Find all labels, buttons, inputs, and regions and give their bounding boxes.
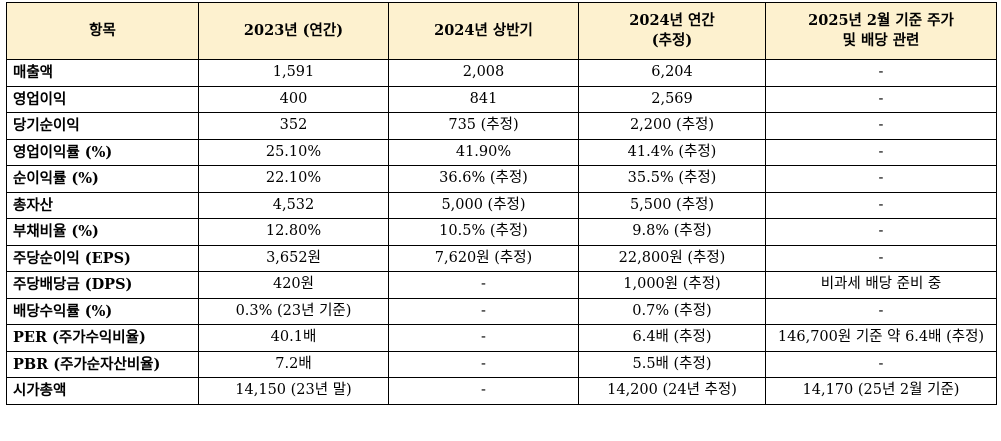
table-cell: 0.3% (23년 기준) bbox=[198, 297, 389, 325]
row-label: 당기순이익 bbox=[6, 112, 199, 140]
table-row: 영업이익 400 841 2,569- bbox=[6, 85, 997, 113]
table-row: 당기순이익 352 735 (추정) 2,200 (추정) - bbox=[6, 112, 997, 140]
table-cell: 1,000원 (추정) bbox=[578, 271, 766, 299]
table-cell: - bbox=[388, 377, 579, 405]
table-cell: - bbox=[388, 350, 579, 378]
table-cell: - bbox=[388, 271, 579, 299]
table-cell: 6,204 bbox=[578, 59, 766, 87]
table-cell: 25.10% bbox=[198, 138, 389, 166]
table-cell: - bbox=[388, 297, 579, 325]
table-cell: - bbox=[765, 138, 997, 166]
row-label: 영업이익률 (%) bbox=[6, 138, 199, 166]
table-cell: 14,170 (25년 2월 기준) bbox=[765, 377, 997, 405]
table-cell: - bbox=[765, 297, 997, 325]
table-cell: 40.1배 bbox=[198, 324, 389, 352]
table-row: 순이익률 (%) 22.10% 36.6% (추정) 35.5% (추정) - bbox=[6, 165, 997, 193]
table-cell: - bbox=[765, 112, 997, 140]
table-cell: 41.90% bbox=[388, 138, 579, 166]
table-cell: 5.5배 (추정) bbox=[578, 350, 766, 378]
table-cell: 9.8% (추정) bbox=[578, 218, 766, 246]
table-cell: - bbox=[765, 59, 997, 87]
table-cell: 2,569 bbox=[578, 85, 766, 113]
row-label: 부채비율 (%) bbox=[6, 218, 199, 246]
table-cell: 5,500 (추정) bbox=[578, 191, 766, 219]
table-header: 항목 2023년 (연간) 2024년 상반기 2024년 연간 (추정) 202… bbox=[6, 2, 997, 60]
table-cell: 비과세 배당 준비 중 bbox=[765, 271, 997, 299]
table-cell: 352 bbox=[198, 112, 389, 140]
table-row: 부채비율 (%) 12.80% 10.5% (추정) 9.8% (추정) - bbox=[6, 218, 997, 246]
table-cell: 7,620원 (추정) bbox=[388, 244, 579, 272]
table-cell: 22,800원 (추정) bbox=[578, 244, 766, 272]
table-row: 주당배당금 (DPS) 420원 -1,000원 (추정) 비과세 배당 준비 중 bbox=[6, 271, 997, 299]
header-row: 항목 2023년 (연간) 2024년 상반기 2024년 연간 (추정) 202… bbox=[6, 2, 997, 60]
header-2023-annual: 2023년 (연간) bbox=[198, 2, 389, 60]
header-item: 항목 bbox=[6, 2, 199, 60]
row-label: 순이익률 (%) bbox=[6, 165, 199, 193]
table-cell: - bbox=[765, 350, 997, 378]
table-body: 매출액 1,591 2,008 6,204- 영업이익 400 841 2,569- 당기순이익… bbox=[6, 59, 997, 405]
row-label: 영업이익 bbox=[6, 85, 199, 113]
table-cell: 2,200 (추정) bbox=[578, 112, 766, 140]
table-cell: 735 (추정) bbox=[388, 112, 579, 140]
table-row: PBR (주가순자산비율) 7.2배 -5.5배 (추정) - bbox=[6, 350, 997, 378]
row-label: 배당수익률 (%) bbox=[6, 297, 199, 325]
table-cell: 5,000 (추정) bbox=[388, 191, 579, 219]
table-cell: 14,200 (24년 추정) bbox=[578, 377, 766, 405]
row-label: 주당배당금 (DPS) bbox=[6, 271, 199, 299]
table-cell: 1,591 bbox=[198, 59, 389, 87]
table-cell: 22.10% bbox=[198, 165, 389, 193]
row-label: 총자산 bbox=[6, 191, 199, 219]
table-cell: - bbox=[765, 85, 997, 113]
table-cell: 2,008 bbox=[388, 59, 579, 87]
table-row: 매출액 1,591 2,008 6,204- bbox=[6, 59, 997, 87]
table-cell: - bbox=[388, 324, 579, 352]
row-label: 매출액 bbox=[6, 59, 199, 87]
table-cell: 400 bbox=[198, 85, 389, 113]
header-2025-feb-price-dividend: 2025년 2월 기준 주가 및 배당 관련 bbox=[765, 2, 997, 60]
table-cell: 10.5% (추정) bbox=[388, 218, 579, 246]
table-cell: 35.5% (추정) bbox=[578, 165, 766, 193]
table-cell: 36.6% (추정) bbox=[388, 165, 579, 193]
table-cell: 4,532 bbox=[198, 191, 389, 219]
table-cell: 6.4배 (추정) bbox=[578, 324, 766, 352]
table-row: 총자산 4,532 5,000 (추정) 5,500 (추정) - bbox=[6, 191, 997, 219]
row-label: PER (주가수익비율) bbox=[6, 324, 199, 352]
row-label: 주당순이익 (EPS) bbox=[6, 244, 199, 272]
table-cell: 841 bbox=[388, 85, 579, 113]
row-label: PBR (주가순자산비율) bbox=[6, 350, 199, 378]
header-2024-annual-estimate: 2024년 연간 (추정) bbox=[578, 2, 766, 60]
table-cell: 7.2배 bbox=[198, 350, 389, 378]
table-cell: 420원 bbox=[198, 271, 389, 299]
header-2024-h1: 2024년 상반기 bbox=[388, 2, 579, 60]
table-row: 주당순이익 (EPS) 3,652원 7,620원 (추정) 22,800원 (추정)… bbox=[6, 244, 997, 272]
table-cell: - bbox=[765, 165, 997, 193]
table-row: 시가총액 14,150 (23년 말) -14,200 (24년 추정) 14,170… bbox=[6, 377, 997, 405]
table-cell: - bbox=[765, 191, 997, 219]
table-cell: 14,150 (23년 말) bbox=[198, 377, 389, 405]
table-row: 배당수익률 (%) 0.3% (23년 기준) -0.7% (추정) - bbox=[6, 297, 997, 325]
table-cell: - bbox=[765, 218, 997, 246]
table-row: 영업이익률 (%) 25.10% 41.90% 41.4% (추정) - bbox=[6, 138, 997, 166]
table-cell: 12.80% bbox=[198, 218, 389, 246]
table-cell: 0.7% (추정) bbox=[578, 297, 766, 325]
table-row: PER (주가수익비율) 40.1배 -6.4배 (추정) 146,700원 기준 약… bbox=[6, 324, 997, 352]
row-label: 시가총액 bbox=[6, 377, 199, 405]
table-cell: 3,652원 bbox=[198, 244, 389, 272]
financial-summary-table: 항목 2023년 (연간) 2024년 상반기 2024년 연간 (추정) 202… bbox=[6, 2, 997, 405]
table-cell: 146,700원 기준 약 6.4배 (추정) bbox=[765, 324, 997, 352]
table-cell: 41.4% (추정) bbox=[578, 138, 766, 166]
table-cell: - bbox=[765, 244, 997, 272]
